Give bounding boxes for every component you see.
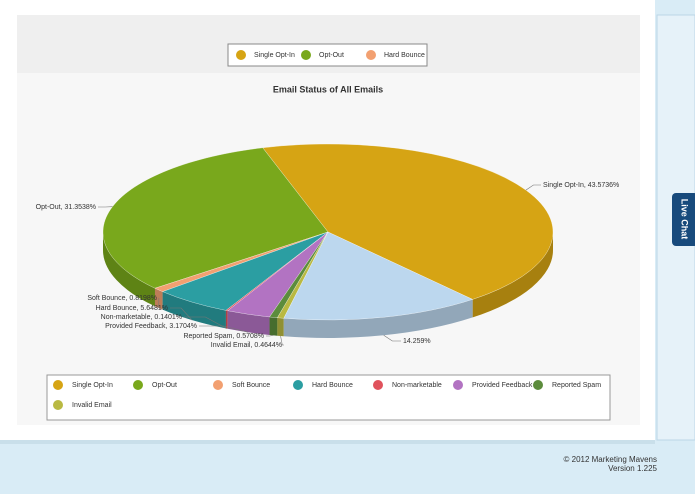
leader-line (266, 335, 274, 337)
legend-label: Provided Feedback (472, 382, 533, 389)
data-label: Reported Spam, 0.5708% (183, 333, 264, 340)
slice-side (472, 232, 553, 318)
legend-swatch (300, 49, 312, 61)
slice-side-shade (225, 310, 228, 329)
legend-label: Hard Bounce (384, 52, 425, 59)
slice (262, 143, 554, 300)
legend-label: Reported Spam (552, 382, 601, 389)
top-legend (227, 43, 428, 67)
legend-label: Soft Bounce (232, 382, 270, 389)
slice-side-shade (283, 299, 473, 339)
legend-label: Opt-Out (319, 52, 344, 59)
slice (283, 231, 474, 321)
legend-label: Hard Bounce (312, 382, 353, 389)
legend-swatch (212, 379, 224, 391)
legend-label: Single Opt-In (254, 52, 295, 59)
data-label: Single Opt-In, 43.5736% (543, 182, 619, 189)
data-label: Soft Bounce, 0.8198% (87, 295, 157, 302)
slice-side (269, 316, 278, 336)
legend-swatch (292, 379, 304, 391)
slice-side-shade (472, 232, 553, 318)
leader-line (170, 307, 193, 321)
data-label: 14.259% (403, 338, 431, 345)
slice-side (277, 317, 284, 337)
chart-title: Email Status of All Emails (273, 84, 383, 94)
legend-swatch (365, 49, 377, 61)
slice-side (225, 310, 228, 329)
data-label: Non-marketable, 0.1401% (101, 314, 182, 321)
leader-line (525, 184, 541, 191)
legend-label: Opt-Out (152, 382, 177, 389)
leader-line (199, 325, 249, 333)
version: Version 1.225 (608, 464, 657, 473)
live-chat-label[interactable]: Live Chat (680, 199, 690, 240)
legend-swatch (235, 49, 247, 61)
slice-side-shade (277, 317, 284, 337)
panel-edge (0, 440, 655, 444)
legend-label: Non-marketable (392, 382, 442, 389)
leader-line (383, 335, 401, 342)
legend-swatch (452, 379, 464, 391)
slice-side (103, 232, 155, 307)
legend-label: Invalid Email (72, 402, 112, 409)
data-label: Provided Feedback, 3.1704% (105, 323, 197, 330)
slice (102, 147, 329, 289)
legend-swatch (372, 379, 384, 391)
legend-swatch (52, 399, 64, 411)
slice-side-shade (269, 316, 278, 336)
data-label: Hard Bounce, 5.6481% (96, 305, 168, 312)
slice-side-shade (103, 232, 155, 307)
legend-swatch (532, 379, 544, 391)
legend-label: Single Opt-In (72, 382, 113, 389)
legend-swatch (132, 379, 144, 391)
legend-swatch (52, 379, 64, 391)
data-label: Invalid Email, 0.4644% (211, 342, 282, 349)
slice-side (283, 299, 473, 339)
live-chat-tab[interactable] (672, 193, 695, 246)
slice-side (227, 310, 270, 335)
slice-side-shade (227, 310, 270, 335)
copyright: © 2012 Marketing Mavens (564, 455, 658, 464)
leader-line (184, 316, 227, 329)
data-label: Opt-Out, 31.3538% (36, 204, 96, 211)
leader-line (280, 335, 284, 346)
